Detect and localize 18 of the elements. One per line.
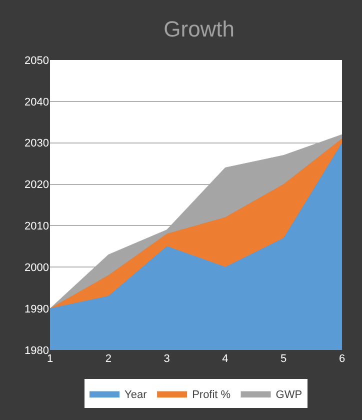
y-tick-label: 2030 xyxy=(24,138,49,150)
legend-label: Year xyxy=(124,388,148,401)
x-tick-label: 2 xyxy=(105,353,112,365)
y-tick-label: 1980 xyxy=(24,344,49,357)
y-tick-label: 2000 xyxy=(24,262,49,274)
x-tick-label: 1 xyxy=(46,353,54,365)
legend-label: GWP xyxy=(276,388,302,401)
y-tick-label: 2010 xyxy=(24,220,49,233)
chart-title: Growth xyxy=(164,16,235,42)
x-tick-label: 6 xyxy=(338,353,346,365)
y-tick-label: 2050 xyxy=(24,54,49,67)
x-tick-label: 5 xyxy=(280,353,287,365)
y-tick-label: 2040 xyxy=(24,96,49,108)
legend-label: Profit % xyxy=(192,388,231,401)
x-tick-label: 4 xyxy=(222,353,228,365)
y-tick-label: 2020 xyxy=(24,179,49,192)
x-tick-label: 3 xyxy=(164,353,170,365)
y-tick-label: 1990 xyxy=(24,303,49,316)
